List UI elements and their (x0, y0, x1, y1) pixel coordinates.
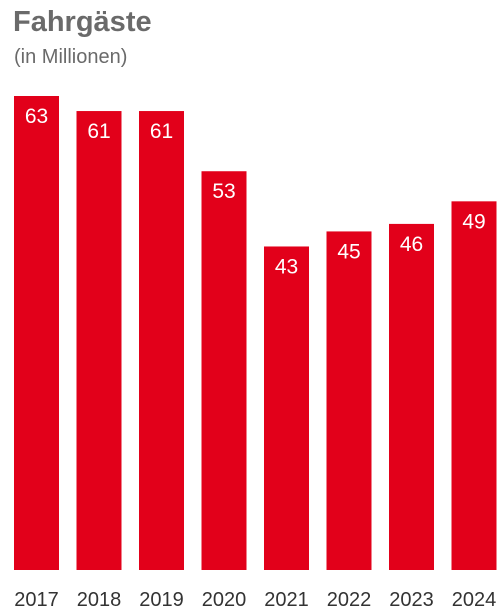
bar-value-label-2020: 53 (212, 180, 235, 203)
x-tick-label-2023: 2023 (389, 589, 434, 611)
x-axis-tick-labels: 2017 2018 2019 2020 2021 2022 2023 2024 (14, 589, 496, 611)
bar-value-label-2017: 63 (25, 105, 48, 128)
chart-title: Fahrgäste (13, 6, 152, 38)
bar-value-label-2021: 43 (275, 255, 298, 278)
bar-2022 (326, 231, 372, 570)
bar-2019 (139, 111, 184, 571)
x-tick-label-2024: 2024 (452, 589, 497, 611)
bar-2018 (76, 111, 122, 571)
bar-2021 (264, 246, 309, 570)
bar-2017 (14, 96, 59, 570)
bar-value-label-2024: 49 (462, 210, 485, 233)
x-tick-label-2018: 2018 (77, 589, 122, 611)
bar-2023 (389, 223, 434, 570)
bar-2020 (201, 171, 247, 570)
bar-value-label-2023: 46 (400, 233, 423, 256)
bar-2024 (451, 201, 497, 571)
x-tick-label-2021: 2021 (264, 589, 309, 611)
bar-value-label-2018: 61 (87, 120, 110, 143)
x-tick-label-2022: 2022 (327, 589, 372, 611)
x-tick-label-2017: 2017 (14, 589, 59, 611)
bar-value-label-2019: 61 (150, 120, 173, 143)
bar-value-label-2022: 45 (337, 240, 360, 263)
chart-subtitle: (in Millionen) (14, 46, 128, 68)
x-tick-label-2019: 2019 (139, 589, 184, 611)
x-tick-label-2020: 2020 (202, 589, 247, 611)
bar-value-labels: 63 61 61 53 43 45 46 49 (25, 105, 486, 278)
bars (14, 96, 497, 571)
